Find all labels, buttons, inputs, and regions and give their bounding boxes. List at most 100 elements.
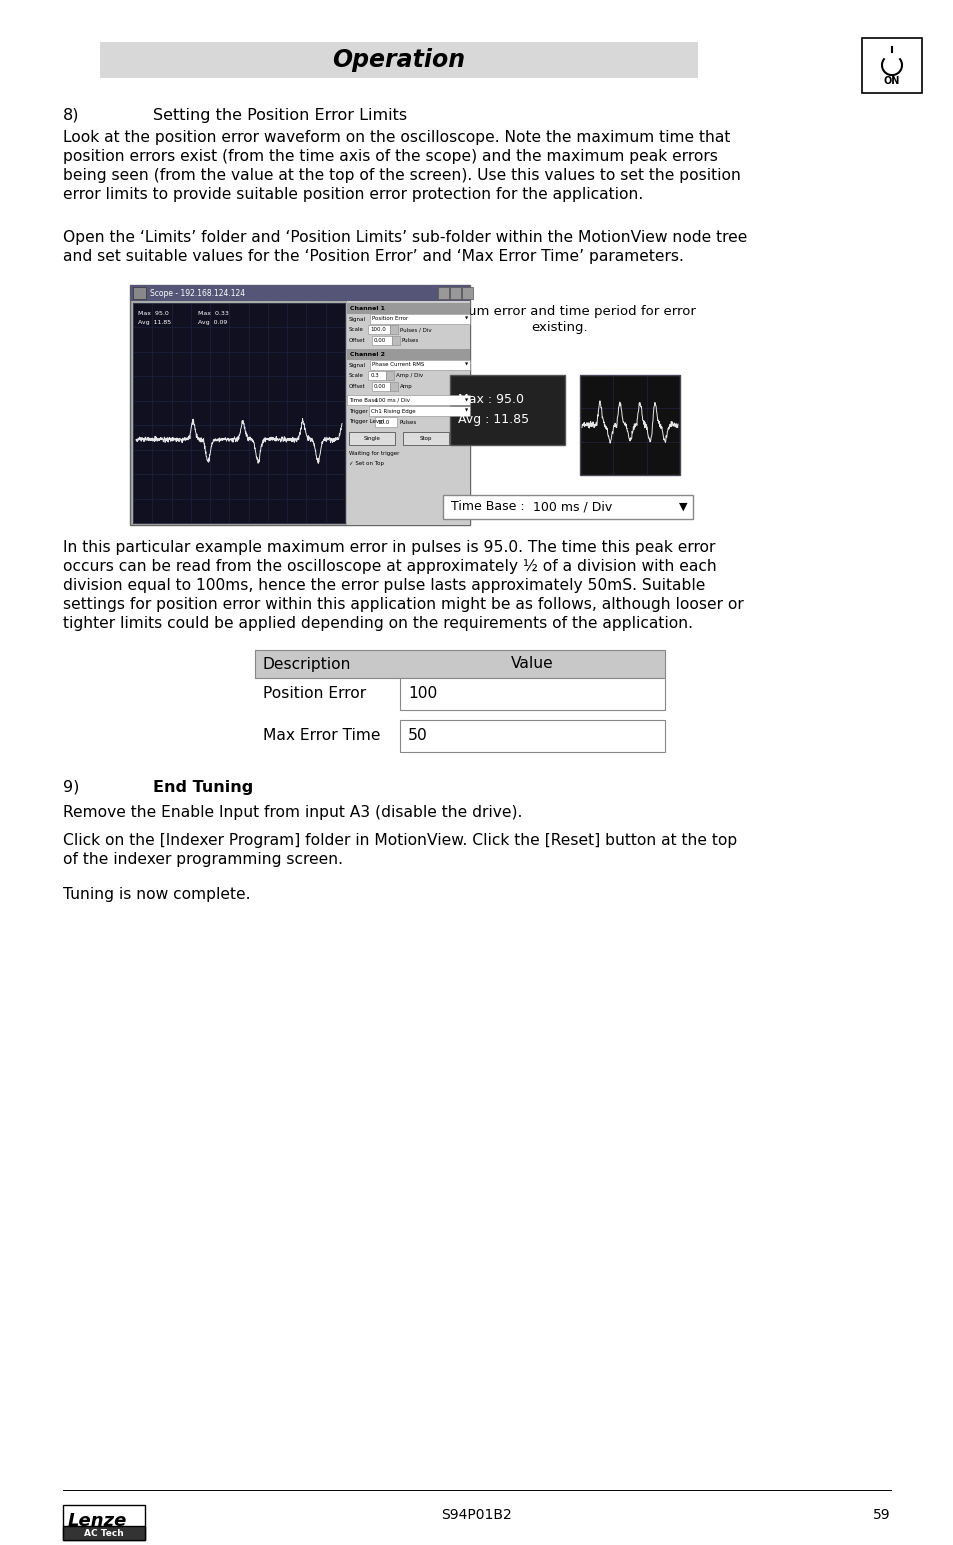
Text: 0.3: 0.3 — [370, 372, 379, 379]
Text: Pulses / Div: Pulses / Div — [400, 328, 432, 332]
Text: 9): 9) — [63, 780, 79, 796]
Bar — [390, 324, 398, 334]
Text: 100 ms / Div: 100 ms / Div — [375, 397, 410, 403]
Text: Time Base: Time Base — [349, 397, 377, 403]
Text: Max Error Time: Max Error Time — [263, 729, 380, 743]
Bar — [347, 396, 470, 405]
Bar — [369, 406, 470, 416]
Bar — [130, 284, 470, 525]
Bar — [450, 375, 564, 445]
Text: Max  0.33: Max 0.33 — [198, 311, 229, 317]
Text: ▼: ▼ — [464, 399, 468, 402]
Bar — [392, 335, 399, 345]
Text: Trigger Level: Trigger Level — [349, 420, 384, 425]
Text: Signal: Signal — [349, 363, 366, 368]
Text: Single: Single — [363, 436, 380, 440]
Text: ▼: ▼ — [464, 409, 468, 413]
Text: Offset: Offset — [349, 338, 365, 343]
Text: Pulses: Pulses — [399, 420, 416, 425]
Text: Ch1 Rising Edge: Ch1 Rising Edge — [371, 408, 416, 414]
Text: In this particular example maximum error in pulses is 95.0. The time this peak e: In this particular example maximum error… — [63, 541, 715, 555]
Text: tighter limits could be applied depending on the requirements of the application: tighter limits could be applied dependin… — [63, 616, 692, 630]
Text: Value: Value — [511, 657, 554, 672]
Text: AC Tech: AC Tech — [84, 1528, 124, 1537]
Text: ▼: ▼ — [679, 502, 687, 511]
Bar — [132, 287, 146, 300]
Text: Trigger: Trigger — [349, 408, 368, 414]
Text: Lenze: Lenze — [68, 1513, 128, 1530]
Text: of the indexer programming screen.: of the indexer programming screen. — [63, 851, 343, 867]
Text: Stop: Stop — [419, 436, 432, 440]
Text: Amp / Div: Amp / Div — [396, 372, 423, 379]
Text: position errors exist (from the time axis of the scope) and the maximum peak err: position errors exist (from the time axi… — [63, 148, 717, 164]
Text: 100.0: 100.0 — [370, 328, 386, 332]
Bar — [63, 1505, 145, 1540]
Bar — [579, 375, 679, 474]
Bar — [100, 42, 698, 77]
Text: 100: 100 — [408, 686, 436, 701]
Bar — [347, 349, 470, 360]
Bar — [386, 371, 395, 380]
Text: S94P01B2: S94P01B2 — [441, 1508, 512, 1522]
Bar — [368, 324, 390, 334]
Text: 10.0: 10.0 — [376, 420, 389, 425]
Bar — [862, 39, 921, 93]
Bar — [130, 284, 470, 301]
Bar — [132, 303, 345, 524]
Text: Avg : 11.85: Avg : 11.85 — [457, 413, 529, 426]
Text: ✓ Set on Top: ✓ Set on Top — [349, 462, 384, 467]
Text: Avg  11.85: Avg 11.85 — [138, 320, 171, 324]
Text: 59: 59 — [872, 1508, 890, 1522]
Text: Phase Current RMS: Phase Current RMS — [372, 363, 424, 368]
Text: 0.00: 0.00 — [374, 385, 386, 389]
Text: ON: ON — [882, 76, 900, 87]
Text: Channel 1: Channel 1 — [350, 306, 385, 311]
Text: 50: 50 — [408, 729, 427, 743]
Bar — [372, 382, 390, 391]
Text: Position Error: Position Error — [372, 317, 408, 321]
Text: 0.00: 0.00 — [374, 338, 386, 343]
Bar — [390, 382, 397, 391]
Text: Description: Description — [263, 657, 351, 672]
Text: Remove the Enable Input from input A3 (disable the drive).: Remove the Enable Input from input A3 (d… — [63, 805, 522, 820]
Bar — [437, 287, 449, 300]
Bar — [347, 303, 470, 314]
Text: Look at the position error waveform on the oscilloscope. Note the maximum time t: Look at the position error waveform on t… — [63, 130, 730, 145]
Bar — [402, 433, 449, 445]
Bar — [370, 314, 470, 324]
Text: Tuning is now complete.: Tuning is now complete. — [63, 887, 251, 902]
Text: Max  95.0: Max 95.0 — [138, 311, 169, 317]
Text: Signal: Signal — [349, 317, 366, 321]
Text: ▼: ▼ — [464, 363, 468, 368]
Text: ▼: ▼ — [464, 317, 468, 321]
Text: Scope - 192.168.124.124: Scope - 192.168.124.124 — [150, 289, 245, 298]
Bar — [461, 287, 473, 300]
Text: 8): 8) — [63, 108, 79, 124]
Text: 100 ms / Div: 100 ms / Div — [533, 501, 612, 513]
Text: being seen (from the value at the top of the screen). Use this values to set the: being seen (from the value at the top of… — [63, 168, 740, 182]
Text: settings for position error within this application might be as follows, althoug: settings for position error within this … — [63, 596, 743, 612]
Text: Scale: Scale — [349, 328, 363, 332]
Bar — [372, 335, 392, 345]
Text: Open the ‘Limits’ folder and ‘Position Limits’ sub-folder within the MotionView : Open the ‘Limits’ folder and ‘Position L… — [63, 230, 746, 246]
Bar — [347, 301, 470, 525]
Bar — [399, 678, 664, 711]
Text: Scale: Scale — [349, 372, 363, 379]
Bar — [368, 371, 386, 380]
Bar — [450, 287, 460, 300]
Text: Setting the Position Error Limits: Setting the Position Error Limits — [152, 108, 407, 124]
Text: Click on the [Indexer Program] folder in MotionView. Click the [Reset] button at: Click on the [Indexer Program] folder in… — [63, 833, 737, 848]
Text: existing.: existing. — [531, 321, 588, 334]
Bar — [349, 433, 395, 445]
Text: Operation: Operation — [332, 48, 465, 73]
Text: division equal to 100ms, hence the error pulse lasts approximately 50mS. Suitabl: division equal to 100ms, hence the error… — [63, 578, 704, 593]
Text: Time Base :: Time Base : — [451, 501, 524, 513]
Bar — [254, 650, 664, 678]
Text: Max : 95.0: Max : 95.0 — [457, 392, 523, 406]
Text: and set suitable values for the ‘Position Error’ and ‘Max Error Time’ parameters: and set suitable values for the ‘Positio… — [63, 249, 683, 264]
Bar — [63, 1526, 145, 1540]
Text: Maximum error and time period for error: Maximum error and time period for error — [424, 304, 695, 318]
Text: Pulses: Pulses — [401, 338, 418, 343]
Bar — [399, 720, 664, 752]
Text: Position Error: Position Error — [263, 686, 366, 701]
